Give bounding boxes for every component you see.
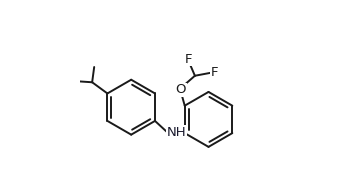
Text: F: F — [185, 53, 193, 66]
Text: NH: NH — [167, 126, 186, 139]
Text: O: O — [176, 84, 186, 97]
Text: F: F — [210, 66, 218, 79]
